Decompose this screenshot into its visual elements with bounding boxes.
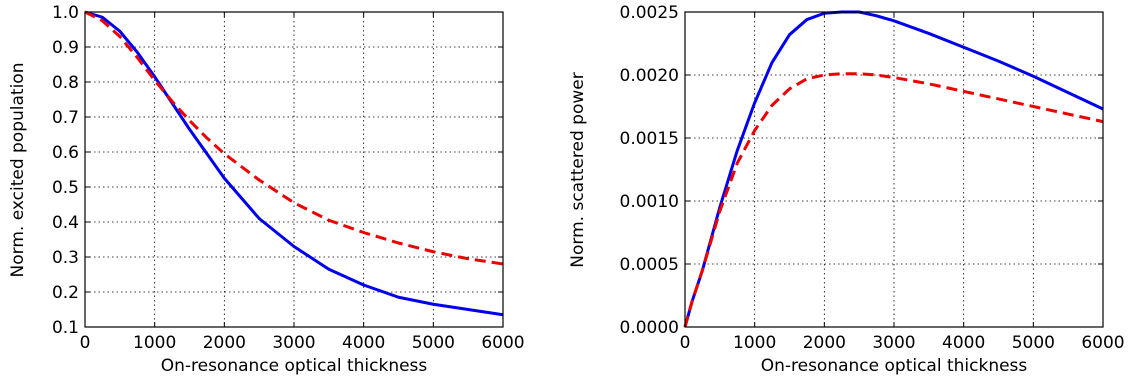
x-tick-label: 1000: [733, 333, 776, 353]
y-tick-label: 0.0025: [620, 3, 679, 23]
x-tick-label: 0: [680, 333, 691, 353]
x-tick-label: 6000: [481, 333, 524, 353]
x-tick-label: 2000: [803, 333, 846, 353]
x-tick-label: 4000: [942, 333, 985, 353]
y-tick-label: 0.0005: [620, 255, 679, 275]
y-tick-label: 0.7: [52, 108, 79, 128]
solid-blue-series-line: [84, 10, 504, 317]
right-chart-panel: 0 1000 2000 3000 4000 5000 6000 0.0000 0.0005 0.0…: [568, 3, 1125, 376]
x-axis-label: On-resonance optical thickness: [761, 356, 1028, 376]
y-tick-label: 0.4: [52, 213, 79, 233]
y-tick-label: 0.1: [52, 318, 79, 338]
x-tick-label: 6000: [1081, 333, 1124, 353]
x-tick-label: 3000: [872, 333, 915, 353]
y-tick-label: 0.6: [52, 143, 79, 163]
y-tick-label: 1.0: [52, 3, 79, 23]
x-tick-label: 1000: [133, 333, 176, 353]
y-axis-label: Norm. scattered power: [568, 72, 588, 267]
x-tick-label: 0: [80, 333, 91, 353]
y-tick-label: 0.0015: [620, 129, 679, 149]
x-tick-label: 5000: [412, 333, 455, 353]
y-tick-label: 0.8: [52, 73, 79, 93]
y-tick-label: 0.9: [52, 38, 79, 58]
y-tick-label: 0.0020: [620, 66, 679, 86]
y-axis-label: Norm. excited population: [8, 63, 28, 278]
y-tick-label: 0.2: [52, 283, 79, 303]
x-tick-label: 3000: [272, 333, 315, 353]
y-tick-label: 0.0010: [620, 192, 679, 212]
y-tick-label: 0.0000: [620, 318, 679, 338]
y-tick-label: 0.3: [52, 248, 79, 268]
dashed-red-series-line: [683, 72, 1104, 328]
y-tick-label: 0.5: [52, 178, 79, 198]
solid-blue-series-line: [683, 10, 1104, 328]
dashed-red-series-line: [84, 10, 504, 266]
x-tick-label: 2000: [203, 333, 246, 353]
x-axis-label: On-resonance optical thickness: [161, 356, 428, 376]
x-tick-label: 4000: [342, 333, 385, 353]
left-chart-panel: 0 1000 2000 3000 4000 5000 6000 0.1 0.2 0.3 0.4 0.5…: [8, 3, 525, 376]
x-tick-label: 5000: [1012, 333, 1055, 353]
